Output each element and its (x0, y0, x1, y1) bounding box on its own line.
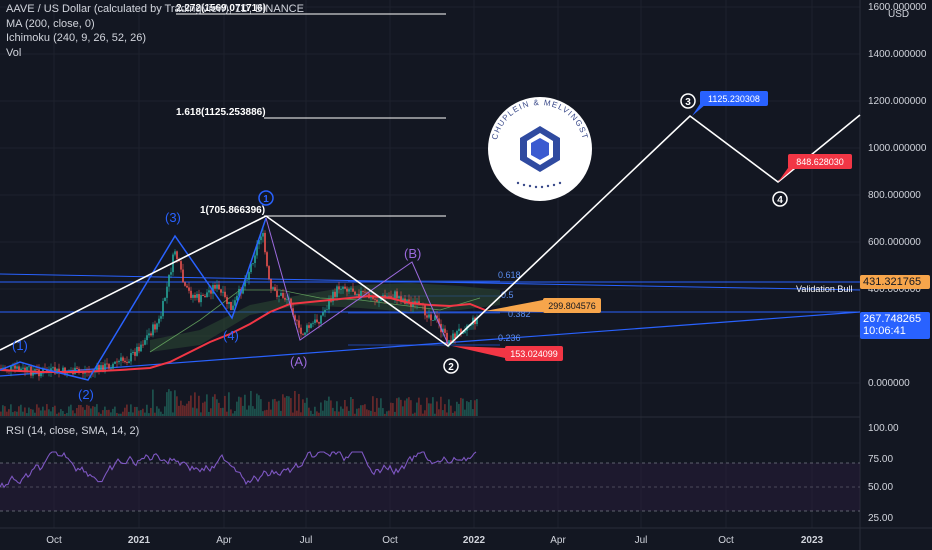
rsi-tick-100: 100.00 (868, 423, 899, 434)
svg-text:848.628030: 848.628030 (796, 157, 844, 167)
time-tick-jul-2022: Jul (635, 535, 648, 546)
price-tick-1200: 1200.000000 (868, 96, 927, 107)
price-tick-400: 400.000000 (868, 284, 921, 295)
wave-label-b: (B) (404, 246, 421, 261)
price-axis[interactable]: 1600.000000 1400.000000 1200.000000 1000… (868, 2, 927, 389)
current-price-value: 267.748265 (863, 313, 922, 325)
ichimoku-line (149, 289, 481, 353)
svg-text:1125.230308: 1125.230308 (708, 94, 760, 104)
wave-label-2: (2) (78, 387, 94, 402)
elliott-wave-blue[interactable] (0, 217, 267, 381)
legend-ma[interactable]: MA (200, close, 0) (6, 17, 95, 30)
symbol-title[interactable]: AAVE / US Dollar (calculated by TradingV… (6, 3, 304, 15)
time-axis[interactable]: Oct 2021 Apr Jul Oct 2022 Apr Jul Oct 20… (46, 535, 823, 546)
callout-153[interactable]: 153.024099 (452, 346, 563, 361)
ma-200-line[interactable] (0, 294, 486, 373)
circle-wave-3 (680, 93, 696, 109)
rsi-tick-75: 75.00 (868, 454, 893, 465)
circle-wave-1-label: 1 (263, 194, 269, 205)
circle-wave-2-label: 2 (448, 362, 454, 373)
fib-label-1618: 1.618(1125.253886) (176, 107, 266, 118)
price-tag-current: 267.748265 10:06:41 (860, 312, 930, 339)
projection-path[interactable] (0, 114, 861, 351)
time-tick-oct-2020: Oct (46, 535, 62, 546)
time-tick-oct-2021: Oct (382, 535, 398, 546)
ichimoku-cloud (150, 283, 500, 352)
price-tick-0: 0.000000 (868, 378, 910, 389)
lower-trendline[interactable] (0, 311, 861, 377)
wave-label-a: (A) (290, 354, 307, 369)
time-tick-apr-2021: Apr (216, 535, 232, 546)
rsi-legend[interactable]: RSI (14, close, SMA, 14, 2) (6, 425, 140, 437)
rsi-line (0, 451, 477, 489)
svg-text:299.804576: 299.804576 (548, 301, 596, 311)
rsi-tick-25: 25.00 (868, 513, 893, 524)
circle-wave-4 (772, 191, 788, 207)
fib-ret-0382: 0.382 (508, 309, 531, 319)
time-tick-2021: 2021 (128, 535, 151, 546)
price-tick-1000: 1000.000000 (868, 143, 927, 154)
bar-countdown: 10:06:41 (863, 325, 906, 337)
price-tick-1400: 1400.000000 (868, 49, 927, 60)
circle-wave-3-label: 3 (685, 97, 691, 108)
time-tick-2023: 2023 (801, 535, 824, 546)
price-tick-1600: 1600.000000 (868, 2, 927, 13)
price-tick-600: 600.000000 (868, 237, 921, 248)
legend-vol[interactable]: Vol (6, 46, 22, 59)
svg-text:153.024099: 153.024099 (510, 349, 558, 359)
legend-ichimoku[interactable]: Ichimoku (240, 9, 26, 52, 26) (6, 32, 147, 44)
fib-label-2272: 2.272(1569.071716) (176, 3, 266, 14)
fib-label-1: 1(705.866396) (200, 205, 265, 216)
logo-group: CHUPLEIN & MELVINGST (488, 97, 592, 201)
callout-1125[interactable]: 1125.230308 (692, 91, 768, 116)
rsi-axis[interactable]: 100.00 75.00 50.00 25.00 (868, 423, 899, 524)
callout-848[interactable]: 848.628030 (778, 154, 852, 182)
time-tick-apr-2022: Apr (550, 535, 566, 546)
chart-legend: AAVE / US Dollar (calculated by TradingV… (6, 2, 304, 60)
price-tag-431: 431.321765 (860, 275, 930, 289)
circle-wave-1 (258, 190, 274, 206)
price-tick-800: 800.000000 (868, 190, 921, 201)
currency-label[interactable]: USD (888, 9, 909, 20)
wave-label-3: (3) (165, 210, 181, 225)
validation-trendline[interactable] (0, 273, 861, 291)
wave-label-4: (4) (223, 328, 239, 343)
time-tick-2022: 2022 (463, 535, 486, 546)
price-gridlines (0, 0, 860, 528)
circle-wave-2 (443, 358, 459, 374)
time-tick-jul-2021: Jul (300, 535, 313, 546)
fib-extension-lines[interactable] (176, 13, 446, 217)
elliott-wave-purple[interactable] (265, 217, 449, 345)
validation-label: Validation Bull (796, 284, 852, 294)
rsi-tick-50: 50.00 (868, 482, 893, 493)
circle-wave-4-label: 4 (777, 195, 783, 206)
time-tick-oct-2022: Oct (718, 535, 734, 546)
volume-bars (0, 389, 478, 416)
fib-ret-0236: 0.236 (498, 333, 521, 343)
fib-ret-05: 0.5 (501, 290, 514, 300)
callout-299[interactable]: 299.804576 (485, 298, 601, 313)
wave-label-1: (1) (12, 338, 28, 353)
fib-ret-0618: 0.618 (498, 270, 521, 280)
